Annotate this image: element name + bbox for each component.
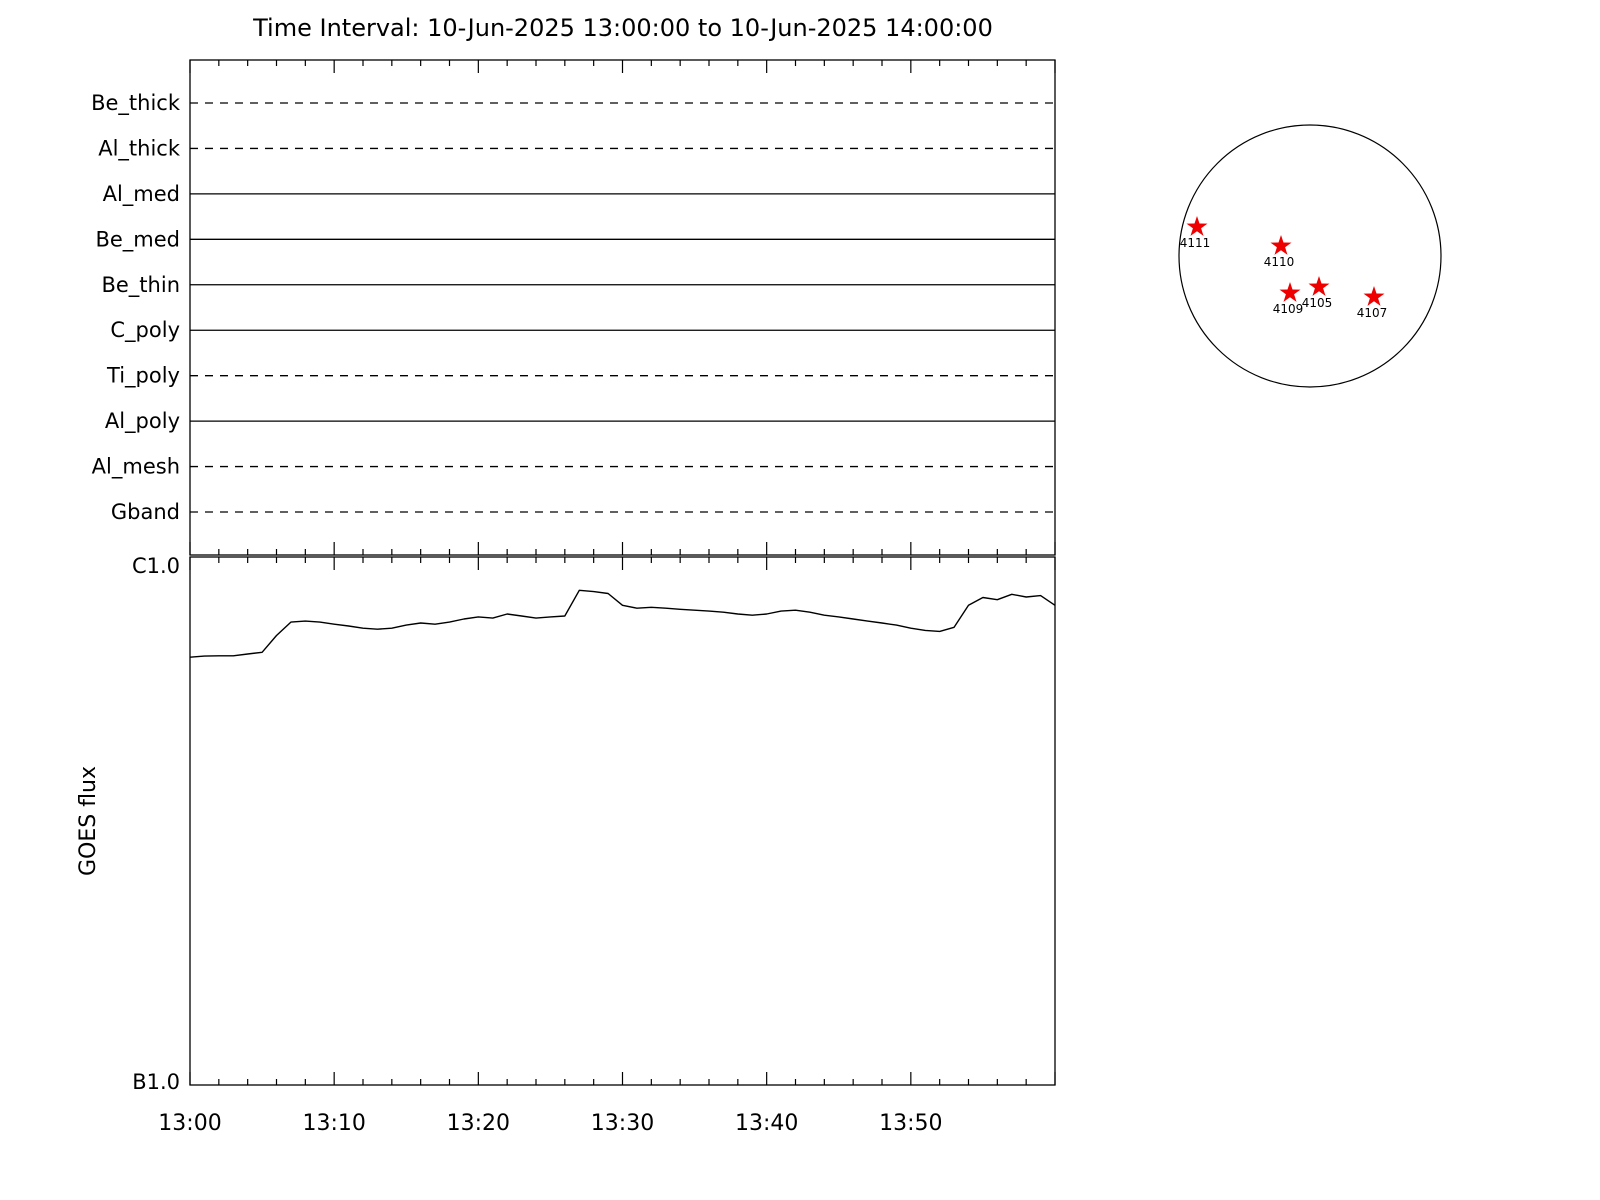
time-interval-title: Time Interval: 10-Jun-2025 13:00:00 to 1… [253,14,993,42]
active-region-star-4111 [1186,216,1208,236]
active-region-label-4110: 4110 [1264,255,1295,269]
active-region-star-4109 [1279,282,1301,302]
active-region-label-4111: 4111 [1180,236,1211,250]
active-region-star-4110 [1270,235,1292,255]
filter-panel-frame [189,59,1056,556]
active-region-label-4105: 4105 [1302,296,1333,310]
goes-panel-frame [189,556,1056,1086]
goes-ytick-bottom: B1.0 [132,1070,180,1094]
active-region-star-4105 [1308,276,1330,296]
filter-label-Be_med: Be_med [95,227,180,252]
active-region-label-4109: 4109 [1273,302,1304,316]
xtick-label-1330: 13:30 [591,1111,654,1136]
filter-label-Al_poly: Al_poly [105,409,180,434]
solar-disk [1178,124,1442,388]
xtick-label-1320: 13:20 [447,1111,510,1136]
goes-ytick-top: C1.0 [132,554,180,578]
active-region-label-4107: 4107 [1357,306,1388,320]
xtick-label-1340: 13:40 [735,1111,798,1136]
filter-label-Ti_poly: Ti_poly [106,364,180,389]
filter-label-Al_med: Al_med [103,182,180,207]
xtick-label-1310: 13:10 [302,1111,365,1136]
xtick-label-1300: 13:00 [158,1111,221,1136]
goes-flux-axis-label: GOES flux [76,766,101,876]
active-region-star-4107 [1363,286,1385,306]
filter-label-Be_thin: Be_thin [101,273,180,298]
goes-flux-curve [189,589,1056,658]
filter-label-Gband: Gband [111,500,180,524]
filter-label-Be_thick: Be_thick [91,91,181,116]
xtick-label-1350: 13:50 [879,1111,942,1136]
filter-label-Al_thick: Al_thick [98,136,181,161]
filter-label-C_poly: C_poly [110,318,180,343]
filter-label-Al_mesh: Al_mesh [92,455,180,480]
